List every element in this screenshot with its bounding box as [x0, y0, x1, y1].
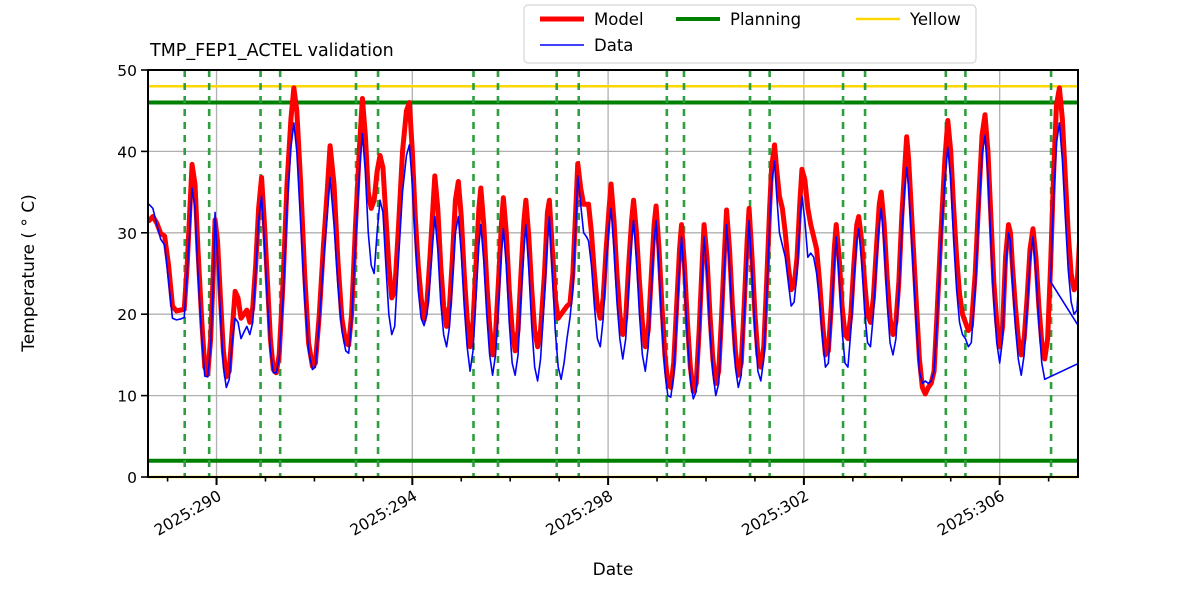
- y-tick-label: 10: [117, 388, 137, 406]
- y-tick-label: 20: [117, 306, 137, 324]
- legend-label-planning: Planning: [730, 10, 801, 29]
- series-line-data: [148, 122, 1078, 400]
- legend-label-yellow: Yellow: [909, 10, 961, 29]
- y-tick-label: 40: [117, 143, 137, 161]
- series-line-model: [148, 85, 1078, 397]
- legend-label-data: Data: [594, 36, 633, 55]
- y-tick-label: 50: [117, 62, 137, 80]
- data-series: [148, 85, 1078, 400]
- legend-items: Model Planning Yellow Data: [540, 10, 961, 55]
- plot-frame: [147, 69, 1079, 478]
- legend-label-model: Model: [594, 10, 644, 29]
- y-tick-label: 0: [127, 469, 137, 487]
- chart-legend[interactable]: Model Planning Yellow Data: [523, 4, 977, 64]
- x-axis-title: Date: [593, 560, 634, 580]
- y-tick-label: 30: [117, 225, 137, 243]
- event-marker-lines: [183, 70, 1053, 477]
- y-axis-title: Temperature ( ° C): [19, 194, 39, 353]
- chart-title: TMP_FEP1_ACTEL validation: [149, 41, 394, 61]
